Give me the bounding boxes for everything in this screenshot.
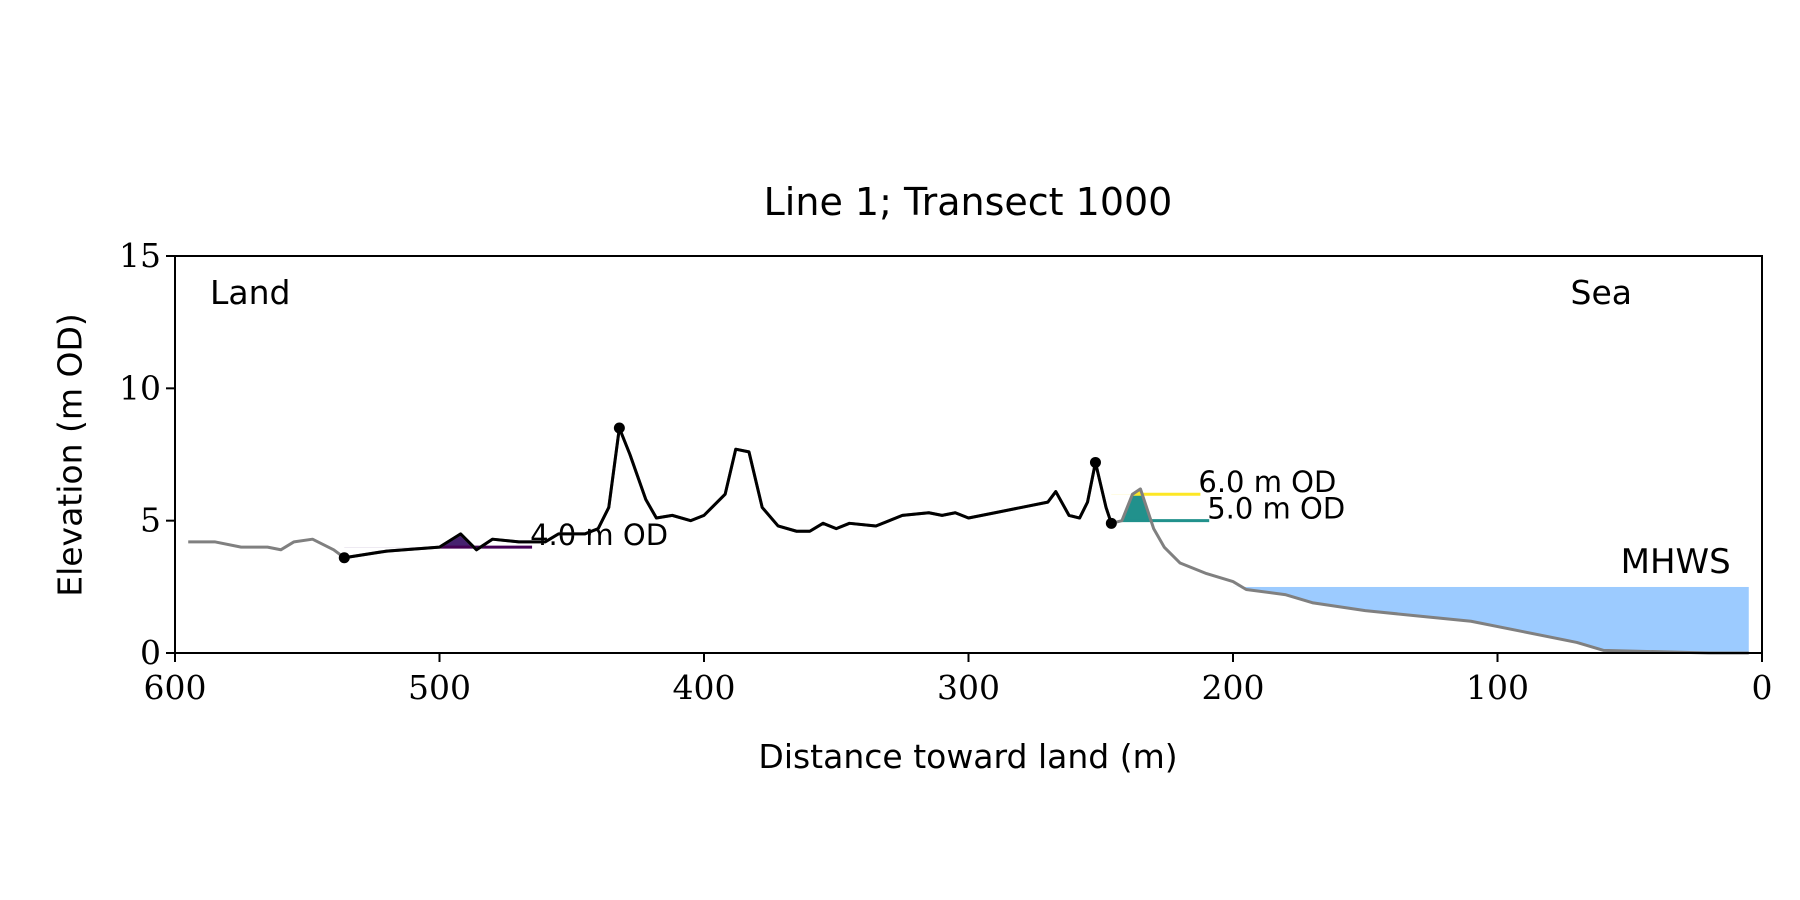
x-tick-label: 400	[673, 668, 736, 707]
y-tick-label: 15	[119, 236, 161, 275]
level-label: 4.0 m OD	[530, 518, 668, 552]
y-axis-label: Elevation (m OD)	[51, 313, 90, 597]
dune-line	[344, 426, 1113, 560]
land-annotation: Land	[210, 273, 290, 312]
x-tick-label: 300	[937, 668, 1000, 707]
x-axis-label: Distance toward land (m)	[758, 737, 1177, 776]
level-fill	[1121, 488, 1152, 521]
marker-dot	[338, 552, 350, 564]
x-tick-label: 500	[408, 668, 471, 707]
mhws-label: MHWS	[1621, 542, 1731, 582]
level-label: 5.0 m OD	[1207, 492, 1345, 526]
marker-dot	[613, 422, 625, 434]
level-fill	[439, 533, 474, 548]
x-tick-label: 100	[1466, 668, 1529, 707]
sea-annotation: Sea	[1571, 273, 1632, 312]
mhws-fill	[1233, 586, 1749, 653]
y-tick-label: 10	[119, 368, 161, 407]
chart-title: Line 1; Transect 1000	[764, 180, 1173, 224]
y-tick-label: 5	[140, 501, 161, 540]
marker-dot	[1089, 456, 1101, 468]
x-tick-label: 0	[1752, 668, 1773, 707]
marker-dot	[1105, 517, 1117, 529]
x-tick-label: 600	[144, 668, 207, 707]
y-tick-label: 0	[140, 633, 161, 672]
level-label: 6.0 m OD	[1198, 465, 1336, 499]
x-tick-label: 200	[1202, 668, 1265, 707]
